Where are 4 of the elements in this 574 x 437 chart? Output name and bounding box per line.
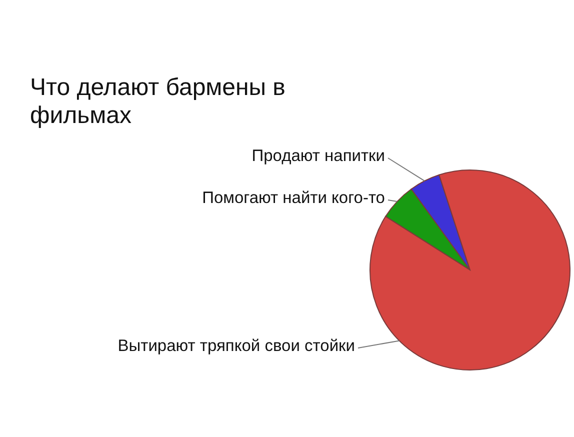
slice-label: Продают напитки <box>252 146 385 165</box>
chart-title: Что делают бармены в фильмах <box>30 74 286 130</box>
slice-label: Вытирают тряпкой свои стойки <box>118 336 355 355</box>
slice-label: Помогают найти кого-то <box>202 188 385 207</box>
